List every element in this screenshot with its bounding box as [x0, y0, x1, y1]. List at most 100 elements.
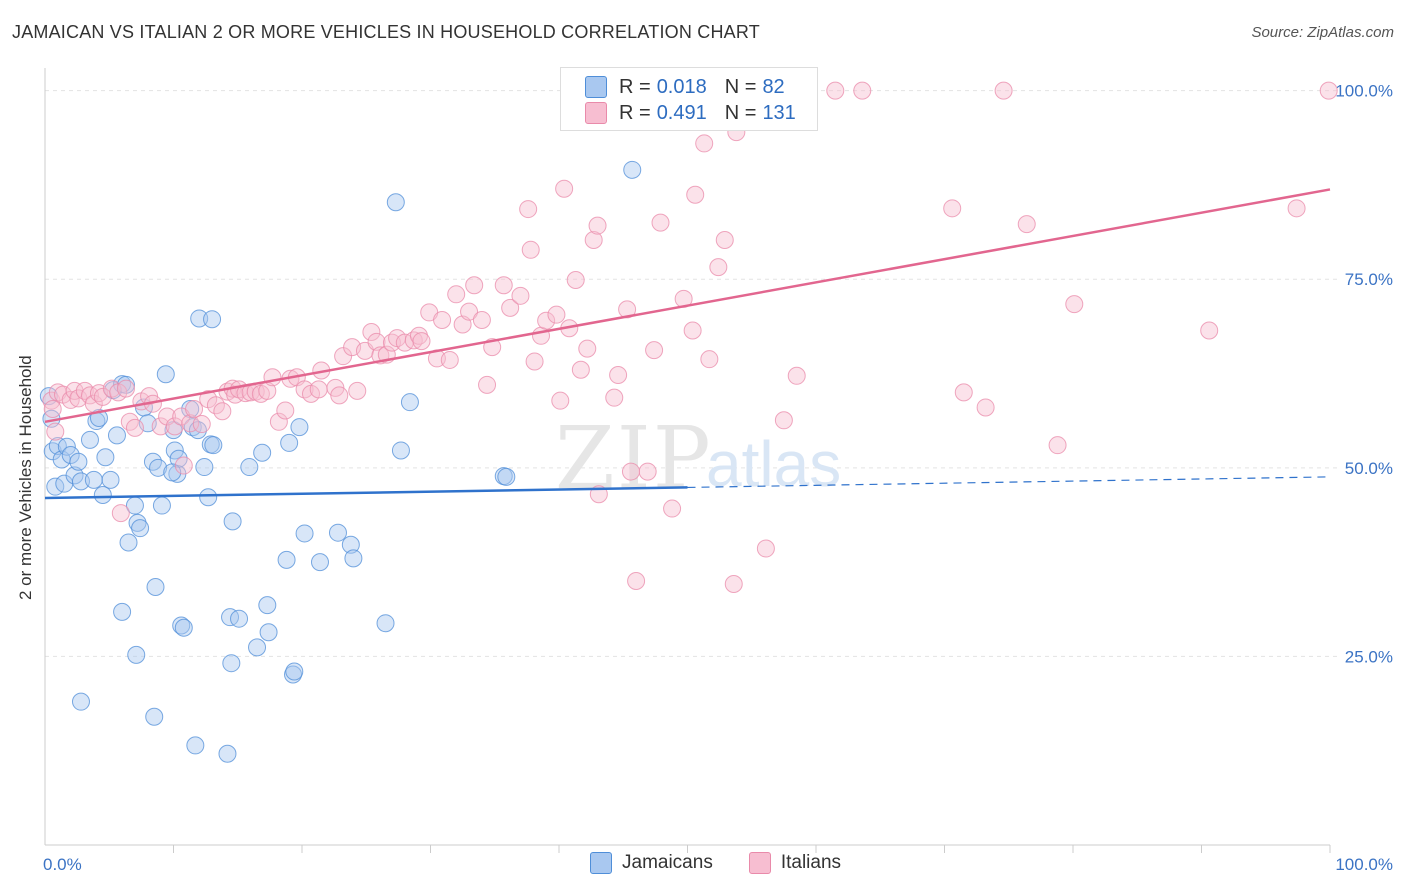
italians-point — [954, 383, 973, 402]
italians-point — [412, 332, 431, 351]
jamaicans-point — [163, 463, 182, 482]
jamaicans-point — [181, 399, 200, 418]
italians-point — [511, 286, 530, 305]
jamaicans-point — [400, 393, 419, 412]
jamaicans-point — [253, 443, 272, 462]
italians-point — [683, 321, 702, 340]
italians-point — [695, 134, 714, 153]
italians-point — [61, 390, 80, 409]
jamaicans-point — [258, 596, 277, 615]
r-value: 0.018 — [656, 75, 707, 98]
italians-point — [618, 300, 637, 319]
italians-point — [309, 380, 328, 399]
italians-point — [46, 422, 65, 441]
jamaicans-trend-line — [44, 486, 688, 500]
jamaicans-point — [71, 472, 90, 491]
x-tick-label: 0.0% — [43, 855, 82, 874]
jamaicans-point — [259, 623, 278, 642]
legend-item-jamaicans[interactable]: Jamaicans — [590, 852, 713, 874]
italians-point — [116, 379, 135, 398]
italians-point — [724, 574, 743, 593]
italians-point — [638, 462, 657, 481]
jamaicans-point — [152, 496, 171, 515]
y-tick-label: 100.0% — [1335, 82, 1393, 101]
jamaicans-point — [195, 458, 214, 477]
italians-swatch — [585, 102, 607, 124]
jamaicans-point — [497, 467, 516, 486]
jamaicans-point — [280, 433, 299, 452]
italians-point — [185, 399, 204, 418]
jamaicans-point — [277, 550, 296, 569]
italians-point — [787, 366, 806, 385]
italians-point — [605, 388, 624, 407]
trend-lines — [44, 188, 1331, 500]
italians-point — [588, 216, 607, 235]
italians-point — [192, 415, 211, 434]
y-axis-label: 2 or more Vehicles in Household — [16, 355, 35, 600]
italians-point — [125, 418, 144, 437]
jamaicans-point — [221, 608, 240, 627]
italians-point — [609, 366, 628, 385]
r-label: R = — [619, 75, 651, 98]
jamaicans-point — [143, 452, 162, 471]
jamaicans-point — [145, 707, 164, 726]
italians-point — [519, 200, 538, 219]
jamaicans-point — [174, 618, 193, 637]
jamaicans-point — [101, 470, 120, 489]
italians-point — [994, 81, 1013, 100]
stats-row-italians: R = 0.491 N = 131 — [585, 100, 796, 126]
jamaicans-point — [328, 523, 347, 542]
axes — [44, 68, 1331, 853]
jamaicans-point — [186, 736, 205, 755]
italians-point — [330, 386, 349, 405]
jamaicans-swatch — [590, 852, 612, 874]
jamaicans-point — [71, 692, 90, 711]
y-tick-label: 25.0% — [1345, 647, 1393, 666]
italians-point — [555, 179, 574, 198]
jamaicans-point — [131, 519, 150, 538]
jamaicans-point — [107, 426, 126, 445]
jamaicans-point — [199, 488, 218, 507]
jamaicans-point — [310, 553, 329, 572]
italians-point — [525, 352, 544, 371]
italians-point — [362, 323, 381, 342]
italians-point — [460, 302, 479, 321]
jamaicans-point — [230, 609, 249, 628]
italians-point — [715, 230, 734, 249]
n-label: N = — [724, 101, 757, 124]
italians-swatch — [748, 852, 771, 874]
italians-point — [1287, 199, 1306, 218]
jamaicans-point — [57, 437, 76, 456]
watermark-zip: ZIP — [555, 409, 713, 509]
italians-point — [269, 412, 288, 431]
italians-point — [943, 199, 962, 218]
italians-point — [120, 412, 139, 431]
jamaicans-point — [290, 418, 309, 437]
italians-point — [976, 398, 995, 417]
jamaicans-trend-extension — [687, 476, 1331, 489]
jamaicans-swatch — [585, 76, 607, 98]
italians-point — [571, 360, 590, 379]
jamaicans-point — [223, 512, 242, 531]
n-value: 82 — [762, 75, 785, 98]
italians-point — [578, 339, 597, 358]
italians-point — [1017, 215, 1036, 234]
jamaicans-point — [190, 309, 209, 328]
italians-point — [663, 499, 682, 518]
jamaicans-point — [80, 430, 99, 449]
jamaicans-point — [93, 485, 112, 504]
italians-point — [334, 347, 353, 366]
italians-point — [43, 399, 62, 418]
legend-item-italians[interactable]: Italians — [748, 852, 841, 874]
r-value: 0.491 — [656, 101, 707, 124]
jamaicans-point — [61, 445, 80, 464]
italians-point — [447, 285, 466, 304]
jamaicans-point — [341, 535, 360, 554]
jamaicans-point — [96, 448, 115, 467]
italians-point — [263, 368, 282, 387]
jamaicans-point — [165, 441, 184, 460]
italians-trend-line — [44, 188, 1331, 424]
jamaicans-point — [146, 578, 165, 597]
legend-label-jamaicans: Jamaicans — [622, 852, 713, 873]
